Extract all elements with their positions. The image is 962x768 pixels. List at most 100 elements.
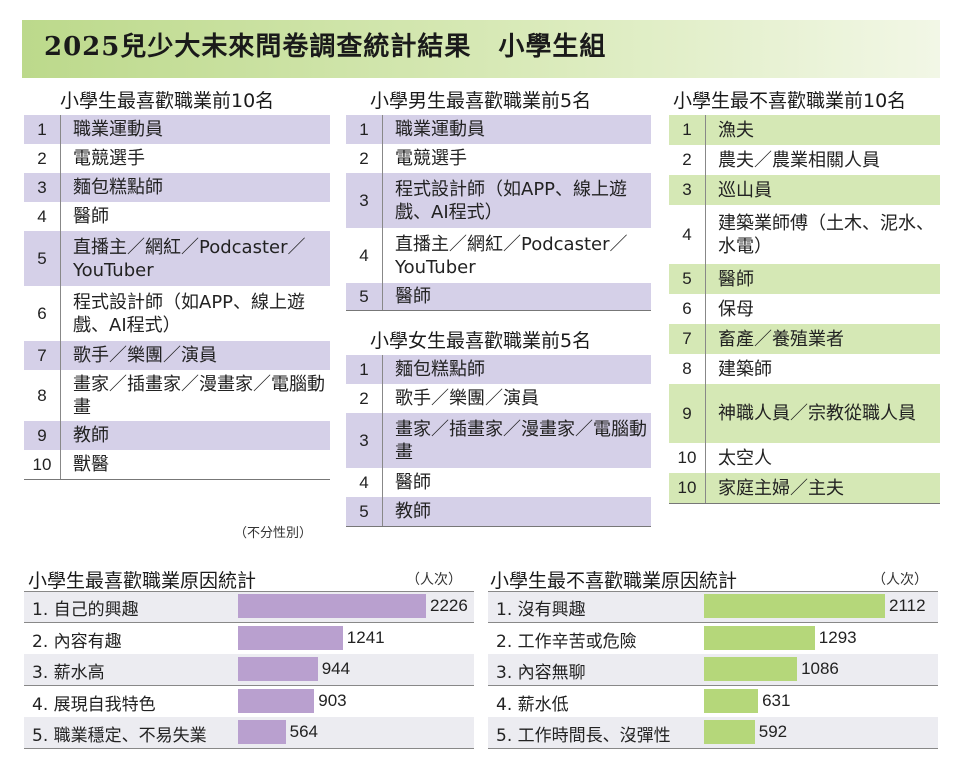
chart-value-label: 944 [321,659,351,678]
column-divider [382,173,383,228]
job-name: 歌手／樂團／演員 [73,345,217,366]
column-divider [60,286,61,341]
least-row: 2 農夫／農業相關人員 [669,145,940,175]
least-row: 7 畜產／養殖業者 [669,324,940,354]
boys-row: 4 直播主／網紅／Podcaster／YouTuber [346,228,651,283]
least-row: 9 神職人員／宗教從職人員 [669,384,940,443]
chart-bar [704,657,798,681]
chart-top-rule [24,591,474,592]
rank-number: 3 [359,190,369,210]
chart-value-label: 1293 [818,627,857,647]
boys-title: 小學男生最喜歡職業前5名 [370,90,592,112]
column-divider [60,115,61,144]
column-divider [705,115,706,145]
like-chart-unit: （人次） [406,572,462,588]
chart-row: 1. 自己的興趣 2226 [24,591,474,622]
rank-number: 4 [37,206,47,226]
chart-bar [238,688,315,713]
column-divider [382,497,383,526]
chart-value-label: 564 [289,722,318,741]
top10-title: 小學生最喜歡職業前10名 [60,90,275,112]
rank-number: 10 [677,448,697,467]
chart-category-label: 1. 沒有興趣 [496,600,586,620]
job-name: 麵包糕點師 [73,177,163,198]
column-divider [382,115,383,144]
girls-panel: 小學女生最喜歡職業前5名 1 麵包糕點師 2 歌手／樂團／演員 3 畫家／插畫家／漫畫家／… [346,326,651,541]
least-row: 1 漁夫 [669,115,940,145]
column-divider [382,468,383,497]
job-name: 保母 [718,298,754,320]
like-chart-bars: 1. 自己的興趣 2226 2. 內容有趣 1241 3. 薪水高 944 4. 展現自我特… [24,591,474,749]
job-name: 電競選手 [395,148,467,169]
least-title: 小學生最不喜歡職業前10名 [673,90,907,112]
job-name: 醫師 [395,472,431,493]
boys-list: 1 職業運動員 2 電競選手 3 程式設計師（如APP、線上遊戲、AI程式） 4 直播主／網紅… [346,115,651,311]
job-name: 程式設計師（如APP、線上遊戲、AI程式） [395,178,628,223]
boys-row: 1 職業運動員 [346,115,651,144]
least-row: 3 巡山員 [669,175,940,205]
chart-category-label: 5. 工作時間長、沒彈性 [496,726,671,746]
rank-number: 5 [359,286,369,306]
top10-row: 7 歌手／樂團／演員 [24,341,330,370]
job-name: 電競選手 [73,148,145,169]
column-divider [60,341,61,370]
job-name: 太空人 [718,447,772,469]
rank-number: 8 [682,359,692,378]
chart-category-label: 1. 自己的興趣 [32,600,139,620]
list-bottom-rule [24,479,330,480]
chart-bar [704,688,759,713]
column-divider [382,413,383,468]
job-name: 直播主／網紅／Podcaster／YouTuber [73,236,306,281]
top10-note: （不分性別） [234,526,313,541]
job-name: 畜產／養殖業者 [718,328,844,350]
column-divider [705,205,706,264]
rank-number: 10 [677,478,697,497]
least-row: 4 建築業師傅（土木、泥水、水電） [669,205,940,264]
rank-number: 2 [359,388,369,408]
chart-bar [238,625,343,650]
job-name: 醫師 [718,268,754,290]
column-divider [705,145,706,175]
job-name: 教師 [73,425,109,446]
job-name: 建築業師傅（土木、泥水、水電） [718,212,934,257]
column-divider [382,228,383,283]
job-name: 職業運動員 [73,119,163,140]
chart-bar [704,625,815,650]
top10-row: 1 職業運動員 [24,115,330,144]
rank-number: 3 [37,177,47,197]
top10-row: 4 醫師 [24,202,330,231]
least-row: 5 醫師 [669,264,940,294]
chart-value-label: 1241 [346,627,385,647]
least-row: 10 太空人 [669,443,940,473]
girls-row: 1 麵包糕點師 [346,355,651,384]
job-name: 家庭主婦／主夫 [718,477,844,499]
column-divider [60,173,61,202]
list-bottom-rule [346,310,651,311]
chart-bar [704,594,885,618]
girls-list: 1 麵包糕點師 2 歌手／樂團／演員 3 畫家／插畫家／漫畫家／電腦動畫 4 醫師 5 教師 [346,355,651,540]
job-name: 直播主／網紅／Podcaster／YouTuber [395,233,628,278]
top10-row: 10 獸醫 [24,450,330,479]
column-divider [705,175,706,205]
rank-number: 2 [37,148,47,168]
least-row: 6 保母 [669,294,940,324]
column-divider [705,264,706,294]
rank-number: 4 [359,245,369,265]
chart-category-label: 2. 工作辛苦或危險 [496,631,637,652]
rank-number: 5 [37,248,47,268]
chart-value-label: 631 [762,690,791,710]
dislike-reason-chart: 小學生最不喜歡職業原因統計 （人次） 1. 沒有興趣 2112 2. 工作辛苦或危險… [488,560,938,750]
column-divider [60,450,61,479]
chart-row: 2. 工作辛苦或危險 1293 [488,622,938,654]
column-divider [60,421,61,450]
least-panel: 小學生最不喜歡職業前10名 1 漁夫 2 農夫／農業相關人員 3 巡山員 4 建築業師傅（土木… [669,86,940,516]
rank-number: 5 [682,269,692,288]
rank-number: 1 [682,120,692,139]
top10-row: 9 教師 [24,421,330,450]
job-name: 醫師 [73,206,109,227]
job-name: 程式設計師（如APP、線上遊戲、AI程式） [73,291,306,336]
dislike-chart-title: 小學生最不喜歡職業原因統計 [490,570,738,592]
rank-number: 7 [682,329,692,348]
chart-row-rule [24,748,474,749]
column-divider [705,354,706,384]
